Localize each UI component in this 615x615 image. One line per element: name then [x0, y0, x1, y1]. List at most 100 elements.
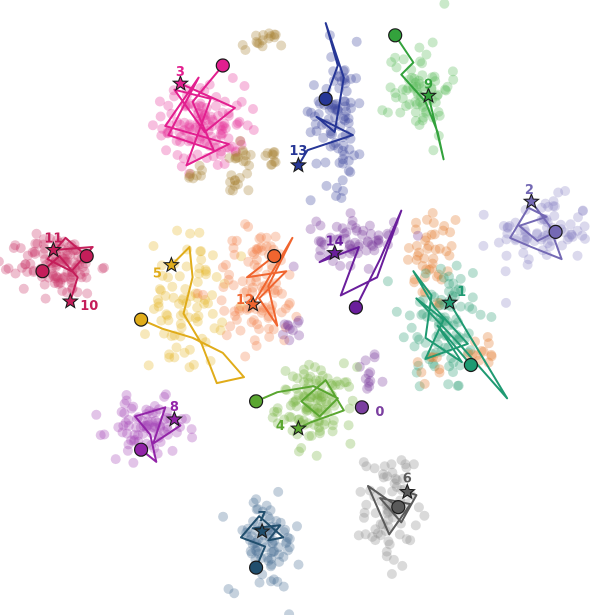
data-point [118, 420, 129, 431]
start-marker-1 [463, 357, 478, 373]
data-point [305, 127, 316, 138]
data-point [312, 393, 323, 404]
data-point [287, 325, 298, 336]
data-point [216, 125, 227, 135]
data-point [336, 193, 347, 203]
end-star-marker-9 [419, 86, 438, 104]
data-point [99, 262, 109, 273]
data-point [312, 388, 322, 399]
data-point [298, 364, 309, 375]
data-point [196, 101, 207, 112]
data-point [355, 486, 366, 497]
data-point [39, 279, 50, 290]
data-point [381, 551, 392, 562]
data-point [580, 233, 590, 244]
data-point [199, 298, 210, 309]
data-point [0, 256, 4, 267]
data-point [271, 278, 282, 289]
data-point [429, 229, 440, 240]
data-point [362, 383, 373, 394]
data-point [397, 473, 408, 484]
data-point [414, 120, 425, 130]
data-point [143, 416, 153, 427]
data-point [0, 264, 11, 275]
data-point [231, 153, 242, 164]
data-point [228, 280, 239, 291]
data-point [266, 547, 277, 558]
data-point [519, 232, 530, 242]
data-point [557, 240, 567, 251]
trajectory-line-1 [412, 270, 509, 400]
data-point [8, 243, 19, 253]
data-point [363, 377, 374, 388]
data-point [331, 234, 342, 245]
data-point [268, 147, 279, 158]
data-point [266, 159, 277, 170]
data-point [366, 240, 377, 250]
data-point [233, 303, 244, 314]
trajectory-markers [35, 28, 563, 575]
data-point [382, 107, 393, 118]
cluster-c4 [267, 358, 363, 461]
data-point [274, 556, 285, 567]
data-point [230, 153, 241, 164]
data-point [401, 534, 412, 545]
trajectory-label-7: 7 [258, 510, 267, 525]
data-point [238, 156, 249, 167]
data-point [369, 352, 380, 363]
data-point [192, 316, 203, 327]
trajectory-label-12: 12 [236, 293, 254, 308]
data-point [140, 329, 150, 340]
data-point [282, 532, 293, 543]
data-point [406, 322, 417, 333]
data-point [185, 168, 196, 179]
data-point [456, 284, 466, 295]
data-point [502, 222, 513, 233]
data-point [331, 182, 342, 193]
data-point [227, 185, 238, 196]
data-point [292, 317, 303, 328]
data-point [413, 360, 424, 371]
data-point [251, 30, 261, 41]
data-point [10, 268, 21, 279]
data-point [501, 250, 512, 261]
data-point [337, 145, 348, 156]
end-star-marker-8 [165, 410, 183, 427]
data-point [430, 76, 441, 87]
data-point [55, 277, 66, 288]
data-point [38, 234, 49, 245]
data-point [351, 225, 362, 236]
data-point [518, 248, 529, 258]
trajectory-line-12 [246, 236, 294, 327]
data-point [261, 241, 272, 252]
data-point [245, 149, 256, 160]
data-point [283, 320, 294, 331]
data-point [434, 367, 445, 378]
data-point [172, 225, 183, 236]
data-point [467, 304, 478, 315]
data-point [62, 249, 73, 260]
data-point [162, 412, 173, 423]
data-point [377, 376, 388, 387]
data-point [269, 156, 280, 167]
data-point [375, 530, 386, 541]
data-point [233, 179, 243, 190]
data-point [434, 364, 445, 375]
end-star-marker-11 [44, 240, 62, 258]
data-point [277, 288, 287, 299]
data-point [357, 229, 368, 240]
data-point [418, 84, 429, 95]
data-point [334, 71, 344, 82]
data-point [221, 330, 232, 341]
data-point [51, 271, 61, 282]
data-point [229, 249, 240, 260]
data-point [81, 272, 92, 283]
data-point [268, 324, 279, 335]
data-point [439, 0, 450, 9]
data-point [284, 269, 295, 280]
data-point [154, 96, 165, 107]
data-point [260, 150, 271, 161]
data-point [493, 237, 504, 248]
data-point [249, 259, 260, 270]
data-point [340, 101, 351, 112]
